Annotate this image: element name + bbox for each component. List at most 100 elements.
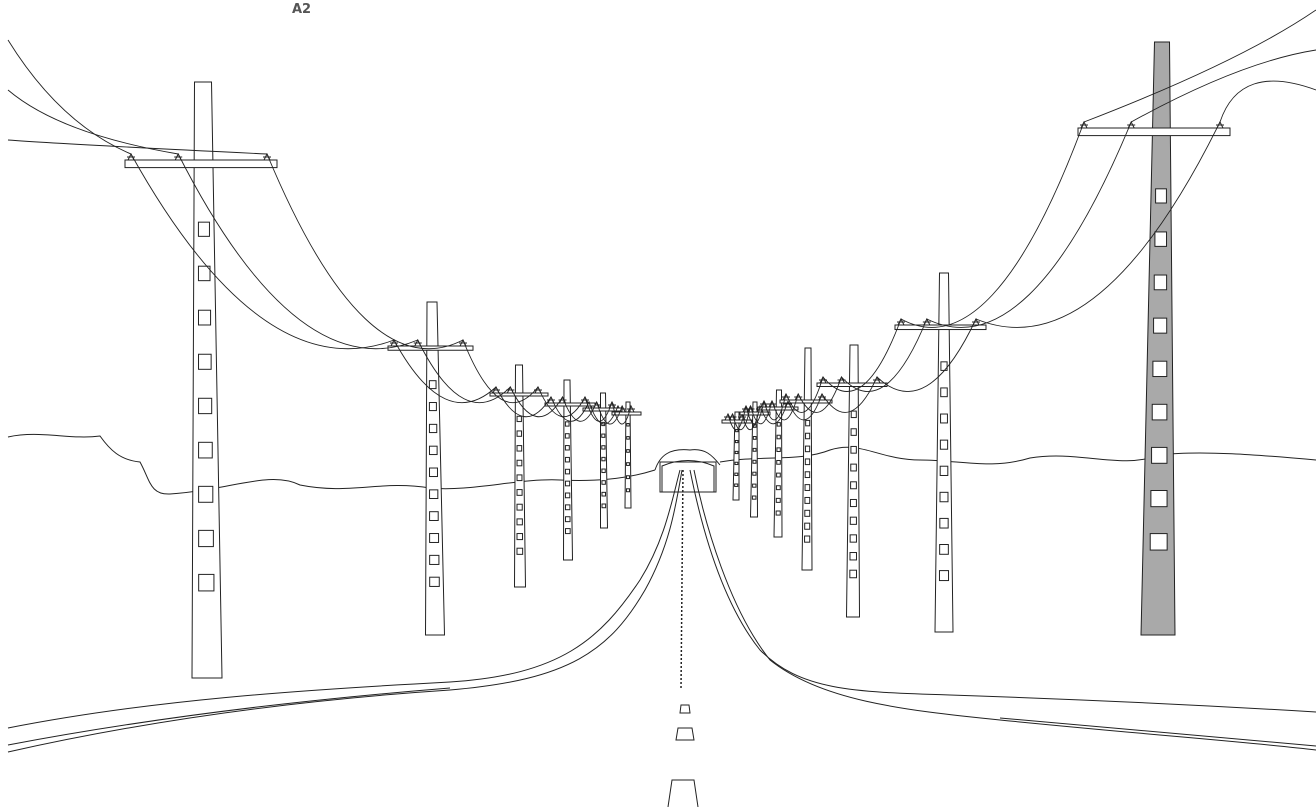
crossarm: [582, 407, 623, 412]
pole-window: [429, 489, 439, 500]
crossarm: [757, 406, 799, 411]
pole-window: [516, 459, 523, 467]
pole-window: [939, 465, 949, 476]
pole-window: [197, 221, 210, 237]
pole-window: [516, 547, 524, 555]
pole-window: [564, 456, 570, 463]
pole-window: [849, 516, 857, 525]
pole-window: [564, 421, 570, 427]
wire: [876, 318, 977, 392]
pole-window: [429, 467, 438, 478]
pole-window: [734, 439, 739, 444]
wire: [821, 376, 878, 413]
wire: [841, 318, 928, 392]
pole-window: [429, 554, 440, 565]
pole-window: [734, 472, 739, 476]
wire: [7, 139, 268, 155]
crossarm: [387, 345, 474, 351]
pole-window: [601, 433, 606, 438]
pole-window: [849, 569, 858, 579]
crossarm: [894, 324, 987, 331]
pole-window: [198, 573, 215, 592]
pole-window: [775, 497, 781, 503]
pole-window: [939, 517, 949, 529]
pole-window: [804, 496, 811, 504]
wire: [611, 401, 632, 425]
wire: [7, 89, 179, 155]
pole-window: [1149, 533, 1168, 551]
pole-window: [1153, 317, 1168, 334]
pole-window: [752, 436, 757, 440]
pole-window: [849, 534, 857, 543]
pole-window: [428, 423, 438, 434]
pole-window: [198, 485, 214, 503]
wire: [562, 396, 598, 422]
pole-window: [516, 533, 524, 541]
wire: [417, 339, 511, 404]
pole-window: [1155, 188, 1167, 204]
pole-window: [734, 483, 739, 487]
wire: [926, 121, 1132, 328]
pole-window: [776, 459, 781, 465]
wire: [975, 121, 1221, 328]
label: A2: [292, 2, 312, 17]
wire: [509, 386, 563, 417]
pole-window: [804, 535, 811, 543]
pole-window: [776, 447, 781, 453]
pole-window: [516, 474, 523, 482]
pole-window: [940, 387, 948, 398]
wire: [771, 393, 799, 421]
pole-window: [804, 522, 811, 530]
pole-window: [626, 436, 630, 440]
power-lines: [7, 9, 1316, 430]
pole-window: [601, 468, 606, 474]
wire: [537, 386, 586, 417]
pole: [749, 401, 759, 518]
wire: [787, 393, 823, 421]
pole-window: [564, 504, 571, 511]
wire: [588, 401, 619, 425]
crossarm: [721, 419, 753, 424]
pole-window: [428, 380, 437, 390]
pole-window: [626, 475, 630, 480]
wire: [900, 121, 1085, 328]
pole-window: [938, 570, 950, 582]
pole-window: [752, 471, 757, 476]
pole-window: [849, 552, 857, 561]
crossarm: [739, 411, 771, 416]
pole-window: [625, 488, 631, 493]
pole-window: [752, 447, 757, 452]
pole-window: [805, 419, 811, 427]
wire: [7, 39, 132, 155]
pole-window: [429, 511, 439, 521]
pole-window: [850, 428, 857, 436]
pole-window: [850, 481, 857, 490]
pole: [732, 411, 740, 501]
wire: [393, 339, 497, 404]
pole-window: [601, 503, 607, 509]
pole-window: [564, 516, 571, 523]
pole-window: [850, 463, 857, 472]
pole-window: [804, 484, 811, 491]
pole-window: [1154, 231, 1168, 247]
pole-window: [516, 445, 523, 452]
crossarm: [779, 399, 833, 404]
pole-window: [1150, 490, 1168, 508]
pole-window: [601, 480, 606, 485]
pole-window: [198, 353, 212, 370]
wire: [495, 386, 552, 417]
crossarm: [544, 402, 596, 407]
pole-window: [429, 533, 440, 543]
wire: [741, 405, 761, 430]
wire: [750, 400, 773, 425]
wire: [1219, 80, 1316, 123]
wire: [1083, 9, 1316, 123]
pole-window: [752, 483, 757, 488]
pole: [934, 272, 954, 633]
pole-window: [776, 472, 781, 478]
wire: [797, 376, 842, 413]
crossarm: [1077, 127, 1231, 137]
pole-window: [516, 415, 522, 423]
wire: [732, 405, 751, 430]
